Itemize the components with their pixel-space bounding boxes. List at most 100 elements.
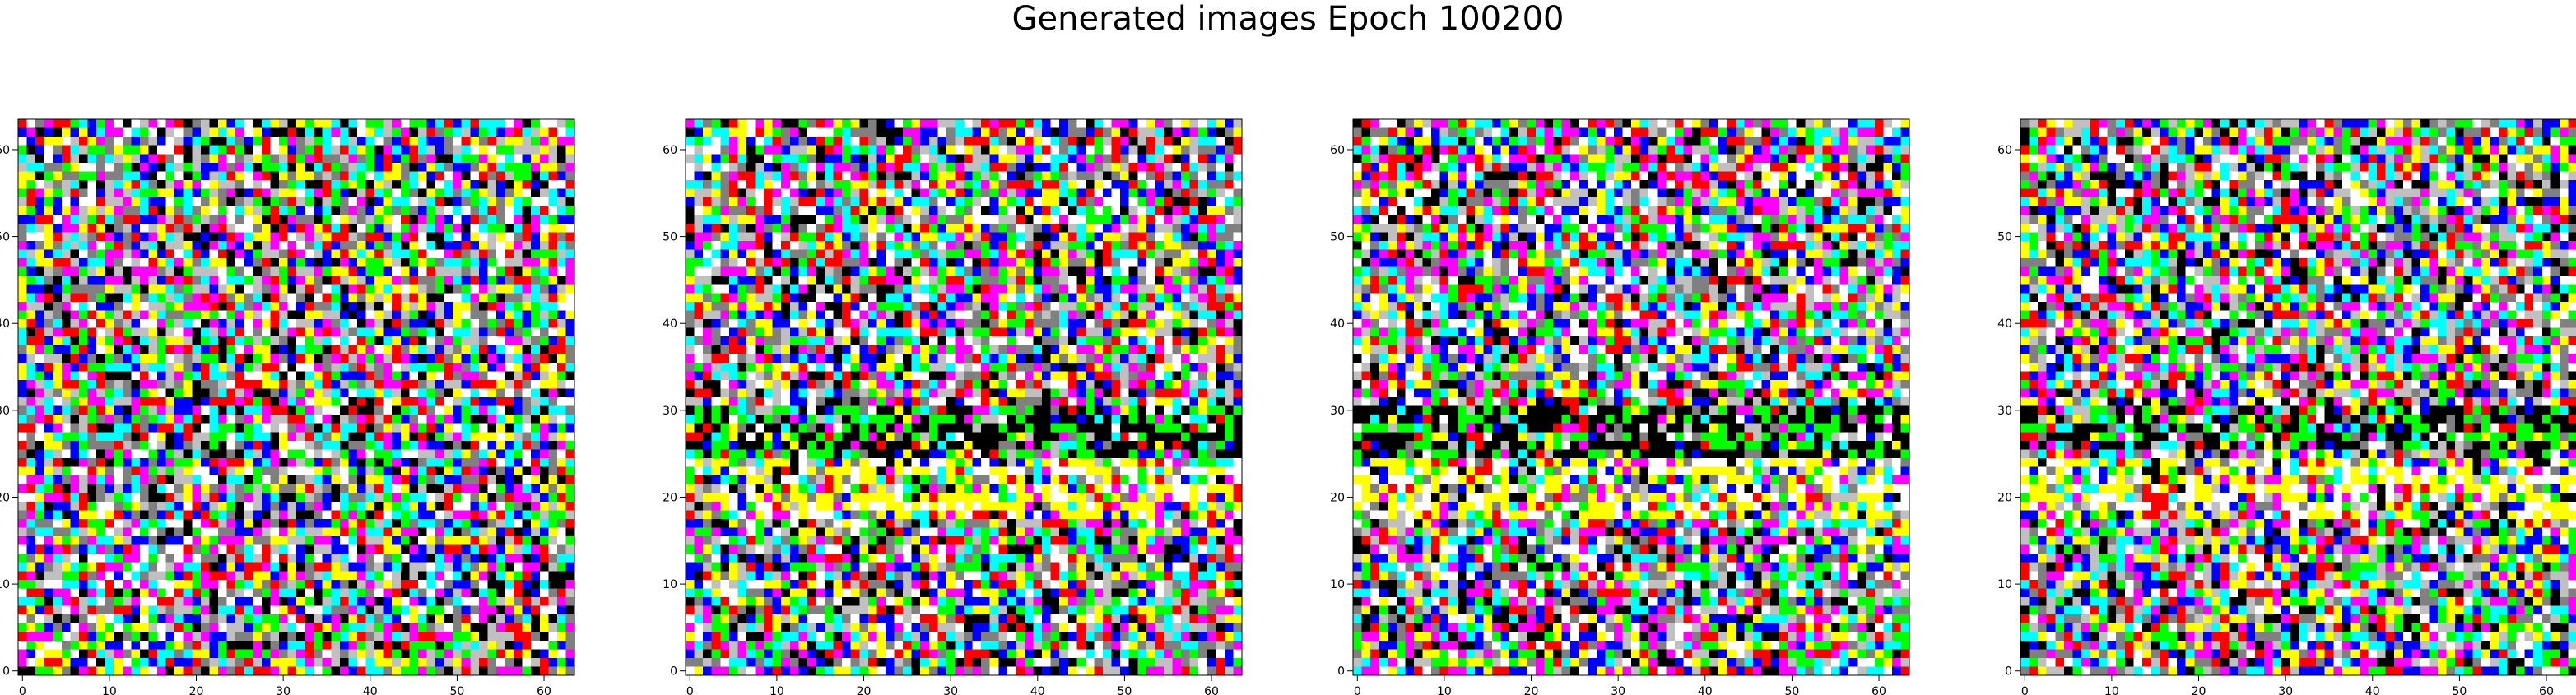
pixel-cell: [183, 318, 193, 328]
pixel-cell: [278, 206, 288, 215]
pixel-cell: [1207, 188, 1216, 198]
pixel-cell: [1085, 179, 1095, 189]
pixel-cell: [1216, 171, 1225, 181]
pixel-cell: [322, 371, 332, 381]
pixel-cell: [1207, 162, 1216, 172]
pixel-cell: [331, 623, 341, 632]
pixel-cell: [105, 405, 114, 415]
pixel-cell: [287, 640, 297, 650]
pixel-cell: [703, 145, 713, 155]
pixel-cell: [946, 206, 956, 215]
pixel-cell: [435, 493, 444, 503]
pixel-cell: [417, 623, 427, 632]
pixel-cell: [87, 258, 97, 267]
pixel-cell: [556, 649, 566, 659]
pixel-cell: [531, 206, 541, 215]
pixel-cell: [356, 571, 366, 581]
pixel-cell: [105, 397, 114, 406]
pixel-cell: [235, 475, 245, 485]
pixel-cell: [157, 206, 166, 215]
pixel-cell: [148, 501, 158, 511]
pixel-cell: [314, 327, 323, 337]
pixel-cell: [972, 154, 982, 164]
pixel-cell: [514, 554, 523, 563]
pixel-cell: [278, 432, 288, 442]
pixel-cell: [409, 596, 419, 606]
pixel-cell: [209, 188, 219, 198]
pixel-cell: [53, 379, 63, 389]
pixel-cell: [495, 423, 505, 433]
pixel-cell: [61, 371, 71, 381]
pixel-cell: [539, 379, 549, 389]
pixel-cell: [331, 640, 341, 650]
pixel-cell: [365, 605, 375, 615]
pixel-cell: [261, 266, 271, 276]
pixel-cell: [157, 614, 166, 624]
pixel-cell: [383, 362, 393, 372]
pixel-cell: [114, 327, 123, 337]
pixel-cell: [1216, 215, 1225, 225]
pixel-cell: [444, 536, 453, 545]
pixel-cell: [737, 179, 747, 189]
pixel-cell: [114, 154, 123, 164]
pixel-cell: [157, 510, 166, 520]
pixel-cell: [339, 605, 349, 615]
pixel-cell: [183, 649, 193, 659]
pixel-cell: [461, 579, 471, 589]
pixel-cell: [322, 657, 332, 667]
pixel-cell: [305, 301, 314, 311]
pixel-cell: [105, 536, 114, 545]
pixel-cell: [426, 145, 436, 155]
pixel-cell: [339, 318, 349, 328]
pixel-cell: [461, 527, 471, 537]
pixel-cell: [409, 415, 419, 424]
pixel-cell: [548, 223, 558, 233]
pixel-cell: [61, 415, 71, 424]
pixel-cell: [339, 327, 349, 337]
pixel-cell: [87, 301, 97, 311]
pixel-cell: [365, 397, 375, 406]
pixel-cell: [183, 466, 193, 476]
pixel-cell: [322, 301, 332, 311]
pixel-cell: [964, 137, 973, 146]
pixel-cell: [531, 318, 541, 328]
pixel-cell: [444, 145, 453, 155]
pixel-cell: [435, 423, 444, 433]
pixel-cell: [807, 127, 816, 137]
pixel-cell: [487, 345, 497, 354]
pixel-cell: [131, 223, 141, 233]
pixel-cell: [44, 206, 53, 215]
pixel-cell: [70, 440, 80, 450]
pixel-cell: [548, 562, 558, 572]
pixel-cell: [157, 145, 166, 155]
pixel-cell: [825, 162, 834, 172]
pixel-cell: [105, 362, 114, 372]
pixel-cell: [867, 206, 877, 215]
pixel-cell: [322, 215, 332, 225]
pixel-cell: [165, 232, 175, 242]
pixel-cell: [217, 276, 227, 285]
pixel-cell: [1181, 162, 1191, 172]
pixel-cell: [548, 440, 558, 450]
pixel-cell: [1085, 145, 1095, 155]
pixel-cell: [365, 405, 375, 415]
pixel-cell: [235, 536, 245, 545]
pixel-cell: [478, 240, 488, 250]
pixel-cell: [478, 493, 488, 503]
pixel-cell: [487, 649, 497, 659]
pixel-cell: [772, 137, 782, 146]
pixel-cell: [348, 493, 358, 503]
pixel-cell: [505, 215, 514, 225]
pixel-cell: [278, 223, 288, 233]
pixel-cell: [435, 596, 444, 606]
pixel-cell: [174, 623, 184, 632]
pixel-cell: [928, 215, 938, 225]
pixel-cell: [548, 666, 558, 676]
pixel-cell: [278, 596, 288, 606]
pixel-cell: [331, 484, 341, 493]
pixel-cell: [711, 197, 721, 207]
pixel-cell: [435, 666, 444, 676]
pixel-cell: [339, 632, 349, 642]
pixel-cell: [556, 145, 566, 155]
pixel-cell: [686, 215, 695, 225]
